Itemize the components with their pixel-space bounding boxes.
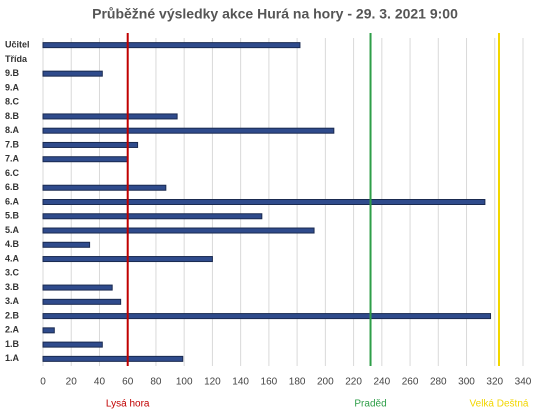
y-tick-label: 5.A: [5, 225, 20, 235]
y-tick-label: 8.C: [5, 97, 20, 107]
bar: [42, 42, 301, 49]
bar: [42, 156, 129, 163]
y-tick-label: 6.B: [5, 182, 20, 192]
y-tick-label: 6.C: [5, 168, 20, 178]
y-tick-label: 1.B: [5, 339, 20, 349]
x-tick-label: 160: [261, 377, 278, 388]
bar: [42, 284, 113, 291]
bar: [42, 355, 184, 362]
y-tick-label: 3.B: [5, 282, 20, 292]
bar: [42, 227, 315, 234]
x-tick-label: 340: [515, 377, 532, 388]
y-tick-label: 5.B: [5, 211, 20, 221]
x-tick-label: 220: [345, 377, 362, 388]
x-tick-label: 180: [289, 377, 306, 388]
y-tick-label: Učitel: [5, 40, 30, 50]
x-tick-label: 300: [458, 377, 475, 388]
bar: [42, 327, 55, 334]
reference-label: Praděd: [354, 399, 386, 410]
y-tick-label: 8.A: [5, 125, 20, 135]
x-tick-label: 0: [40, 377, 46, 388]
x-tick-label: 100: [176, 377, 193, 388]
y-tick-label: 9.A: [5, 82, 20, 92]
y-tick-label: Třída: [5, 54, 28, 64]
bar: [42, 141, 139, 148]
bar: [42, 298, 122, 305]
y-tick-label: 9.B: [5, 68, 20, 78]
x-tick-label: 280: [430, 377, 447, 388]
y-tick-label: 8.B: [5, 111, 20, 121]
x-tick-label: 20: [66, 377, 78, 388]
y-tick-label: 4.A: [5, 253, 20, 263]
bar: [42, 213, 263, 220]
x-tick-label: 80: [150, 377, 162, 388]
bar: [42, 184, 167, 191]
bar: [42, 113, 178, 120]
x-tick-label: 140: [232, 377, 249, 388]
x-tick-label: 60: [122, 377, 134, 388]
y-tick-label: 6.A: [5, 196, 20, 206]
y-tick-label: 3.A: [5, 296, 20, 306]
reference-label: Velká Deštná: [470, 399, 529, 410]
y-tick-label: 3.C: [5, 268, 20, 278]
bar: [42, 341, 103, 348]
y-tick-label: 2.A: [5, 325, 20, 335]
bar: [42, 199, 486, 205]
y-tick-label: 1.A: [5, 353, 20, 363]
x-tick-label: 260: [402, 377, 419, 388]
bar: [42, 127, 335, 134]
y-tick-label: 7.B: [5, 139, 20, 149]
bar: [42, 70, 103, 77]
chart-title: Průběžné výsledky akce Hurá na hory - 29…: [92, 6, 458, 22]
y-tick-label: 2.B: [5, 310, 20, 320]
reference-label: Lysá hora: [106, 399, 150, 410]
x-tick-label: 320: [486, 377, 503, 388]
x-tick-label: 40: [94, 377, 106, 388]
y-tick-label: 7.A: [5, 154, 20, 164]
y-tick-label: 4.B: [5, 239, 20, 249]
x-tick-label: 200: [317, 377, 334, 388]
bar: [42, 313, 492, 320]
x-tick-label: 120: [204, 377, 221, 388]
x-tick-label: 240: [373, 377, 390, 388]
bar: [42, 241, 91, 248]
